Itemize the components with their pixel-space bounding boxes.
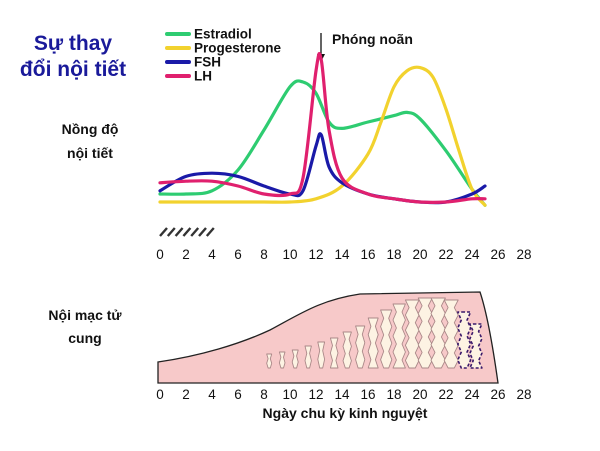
menstruation-hatch-mark [182,227,192,237]
x-tick-bottom-22: 22 [438,387,453,402]
endometrial-gland [278,351,286,369]
x-tick-bottom-4: 4 [208,387,216,402]
x-tick-top-26: 26 [490,247,505,262]
endometrial-gland [317,341,326,369]
x-tick-bottom-0: 0 [156,387,164,402]
x-tick-bottom-24: 24 [464,387,480,402]
menstruation-hatch-mark [166,227,176,237]
x-tick-bottom-16: 16 [360,387,375,402]
hormone-axis-label-line1: Nồng độ [62,121,119,137]
endometrial-gland [392,303,406,369]
hormone-axis-label-line2: nội tiết [67,145,113,161]
endometrial-gland [304,345,312,369]
x-tick-bottom-18: 18 [386,387,401,402]
x-tick-top-4: 4 [208,247,216,262]
x-tick-top-6: 6 [234,247,242,262]
x-tick-top-20: 20 [412,247,427,262]
legend-label-lh: LH [194,69,212,84]
endometrial-gland [291,349,299,369]
menstruation-hatch-mark [205,227,215,237]
menstruation-hatch-mark [198,227,207,237]
x-tick-bottom-14: 14 [334,387,350,402]
endometrial-gland [355,325,366,369]
menstruation-hatch-mark [190,227,200,237]
endometrial-gland [329,337,339,369]
endometrial-gland [404,299,420,369]
curve-progesterone [158,65,487,207]
x-axis-ticks-bottom: 0 2 4 6 8 10 12 14 16 18 20 22 24 26 28 [156,387,531,402]
endometrium-label-line1: Nội mạc tử [48,307,122,323]
x-tick-top-24: 24 [464,247,480,262]
menstruation-hatch-mark [159,227,168,237]
menstruation-hatch [159,227,215,237]
x-tick-top-14: 14 [334,247,350,262]
x-tick-top-28: 28 [516,247,531,262]
x-tick-bottom-6: 6 [234,387,242,402]
x-axis-ticks-top: 0 2 4 6 8 10 12 14 16 18 20 22 24 26 28 [156,247,531,262]
endometrial-gland [443,299,459,369]
x-tick-bottom-12: 12 [308,387,323,402]
ovulation-label: Phóng noãn [332,31,413,47]
endometrial-gland [430,297,446,369]
endometrial-glands [266,297,483,369]
x-tick-bottom-2: 2 [182,387,190,402]
legend-label-progesterone: Progesterone [194,41,282,56]
menstruation-hatch-mark [174,227,184,237]
x-tick-bottom-28: 28 [516,387,531,402]
curve-lh [158,51,487,204]
x-axis-title: Ngày chu kỳ kinh nguyệt [263,405,428,421]
x-tick-top-18: 18 [386,247,401,262]
endometrial-gland [342,331,352,369]
endometrium-label-line2: cung [68,330,101,346]
x-tick-bottom-26: 26 [490,387,505,402]
x-tick-top-10: 10 [282,247,297,262]
title-line1: Sự thay [34,32,113,55]
legend-label-fsh: FSH [194,55,221,70]
endometrial-gland [469,323,483,369]
x-tick-top-0: 0 [156,247,164,262]
endometrial-gland [380,309,393,369]
endometrial-gland [457,311,472,369]
x-tick-top-2: 2 [182,247,190,262]
x-tick-bottom-20: 20 [412,387,427,402]
endometrial-gland [417,297,433,369]
x-tick-bottom-8: 8 [260,387,268,402]
x-tick-top-16: 16 [360,247,375,262]
endometrial-gland [367,317,379,369]
x-tick-top-12: 12 [308,247,323,262]
title-line2: đổi nội tiết [20,58,126,81]
x-tick-top-22: 22 [438,247,453,262]
endometrial-gland [266,353,273,369]
hormone-curves [158,51,487,207]
x-tick-top-8: 8 [260,247,268,262]
legend-label-estradiol: Estradiol [194,27,252,42]
x-tick-bottom-10: 10 [282,387,297,402]
